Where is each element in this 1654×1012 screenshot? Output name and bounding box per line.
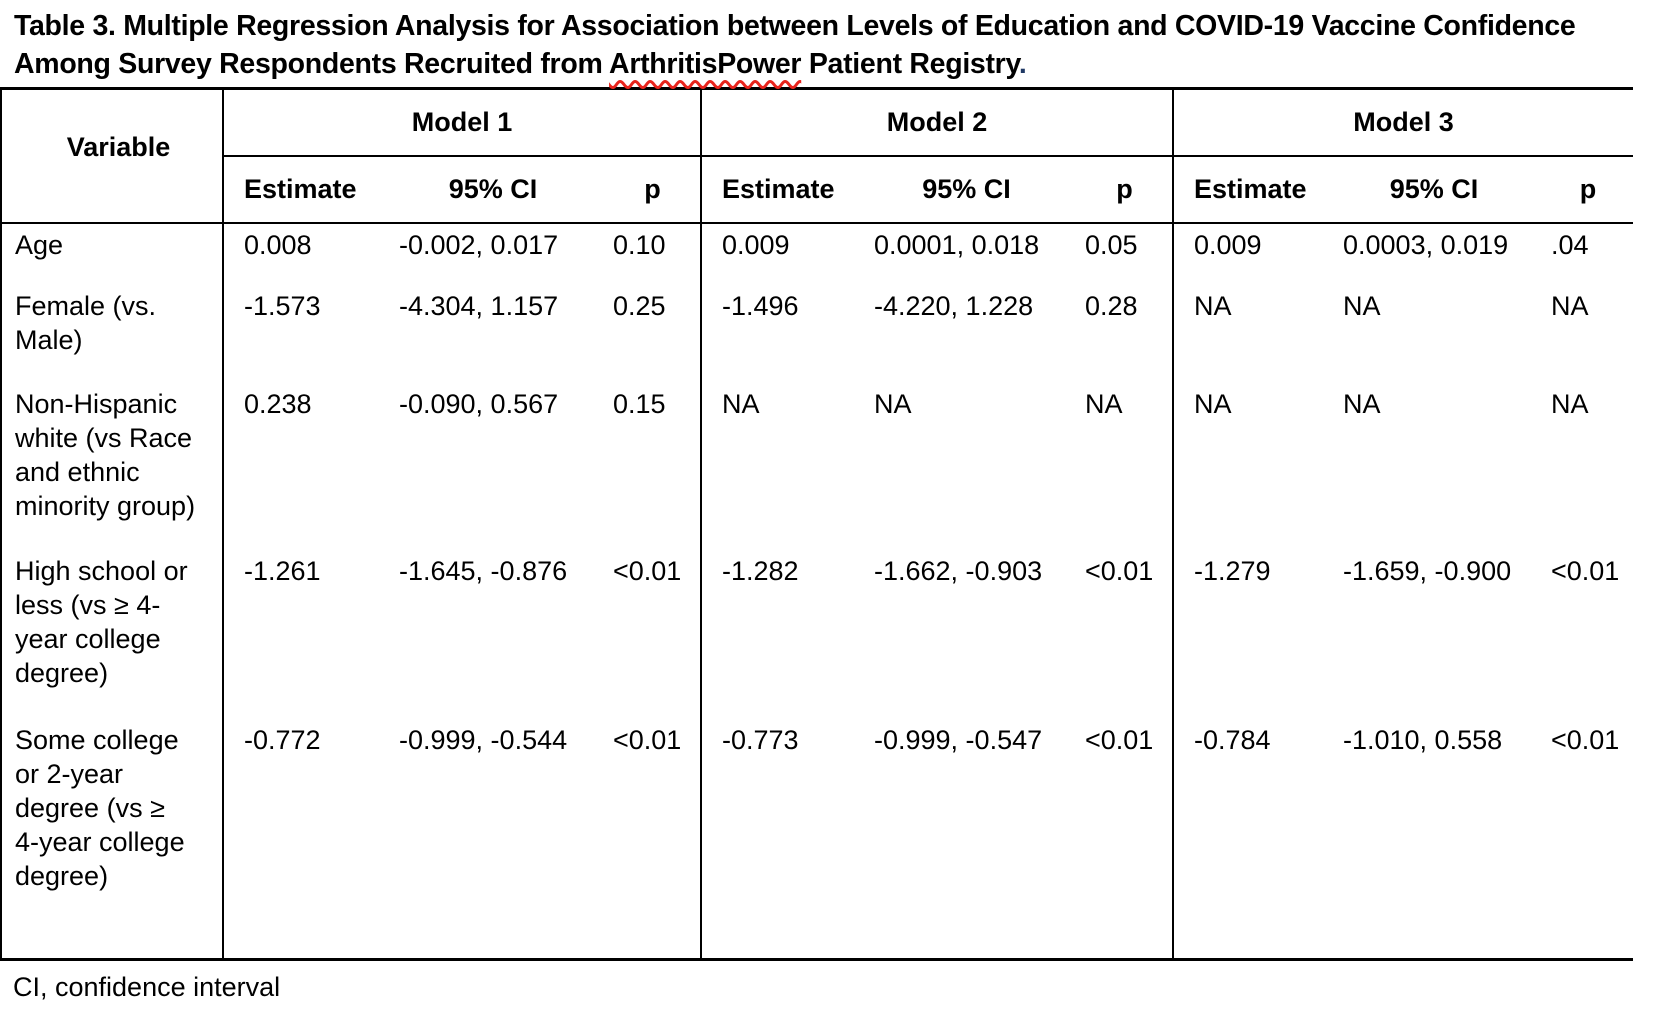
m1-p: 0.25 xyxy=(613,290,666,321)
m2-estimate: -0.773 xyxy=(700,718,856,960)
model2-p-header: p xyxy=(1077,155,1173,224)
model1-ci-header: 95% CI xyxy=(381,155,605,224)
model1-estimate-header: Estimate xyxy=(222,155,381,224)
m1-ci: -0.999, -0.544 xyxy=(399,724,568,755)
m1-p: <0.01 xyxy=(613,555,682,586)
model2-estimate-header: Estimate xyxy=(700,155,856,224)
row-variable: High school or less (vs ≥ 4-year college… xyxy=(15,555,188,688)
model3-header: Model 3 xyxy=(1171,88,1634,157)
table-footnote: CI, confidence interval xyxy=(13,972,281,1002)
m2-estimate: -1.282 xyxy=(700,549,856,719)
m1-p: <0.01 xyxy=(613,724,682,755)
m1-ci: -0.090, 0.567 xyxy=(399,388,559,419)
m1-ci: -4.304, 1.157 xyxy=(399,290,559,321)
table-title-line1: Table 3. Multiple Regression Analysis fo… xyxy=(14,7,1654,45)
m2-ci: 0.0001, 0.018 xyxy=(874,229,1040,260)
m3-ci: -1.010, 0.558 xyxy=(1343,724,1503,755)
variable-column-header: Variable xyxy=(1,88,223,224)
m3-ci: NA xyxy=(1343,388,1381,419)
table-row: High school or less (vs ≥ 4-year college… xyxy=(1,549,1633,719)
m3-estimate: NA xyxy=(1172,382,1325,550)
row-variable: Non-Hispanic white (vs Race and ethnic m… xyxy=(15,388,196,521)
model2-header: Model 2 xyxy=(700,88,1173,157)
m2-ci: -4.220, 1.228 xyxy=(874,290,1034,321)
m1-p: 0.15 xyxy=(613,388,666,419)
m3-p: .04 xyxy=(1551,229,1589,260)
m2-estimate: -1.496 xyxy=(700,284,856,383)
table-title-line1-text: Table 3. Multiple Regression Analysis fo… xyxy=(14,10,1576,42)
m1-ci: -0.002, 0.017 xyxy=(399,229,559,260)
table-title-line2: Among Survey Respondents Recruited from … xyxy=(14,45,1654,83)
table-row: Age 0.008 -0.002, 0.017 0.10 0.009 0.000… xyxy=(1,222,1633,285)
m3-estimate: NA xyxy=(1172,284,1325,383)
model2-ci-header: 95% CI xyxy=(856,155,1077,224)
m3-ci: -1.659, -0.900 xyxy=(1343,555,1512,586)
m3-ci: NA xyxy=(1343,290,1381,321)
row-variable: Female (vs. Male) xyxy=(15,290,157,355)
model-header-row: Variable Model 1 Model 2 Model 3 xyxy=(1,88,1634,224)
m1-estimate: -1.261 xyxy=(222,549,381,719)
table-row: Non-Hispanic white (vs Race and ethnic m… xyxy=(1,382,1633,550)
table-row: Female (vs. Male) -1.573 -4.304, 1.157 0… xyxy=(1,284,1633,383)
m2-estimate: 0.009 xyxy=(700,222,856,285)
m1-estimate: 0.008 xyxy=(222,222,381,285)
model3-p-header: p xyxy=(1543,155,1634,224)
spellcheck-underlined-word: ArthritisPower xyxy=(609,48,802,80)
m3-p: <0.01 xyxy=(1551,555,1620,586)
row-variable: Some college or 2-year degree (vs ≥ 4-ye… xyxy=(15,724,185,891)
m1-estimate: -1.573 xyxy=(222,284,381,383)
m2-ci: -0.999, -0.547 xyxy=(874,724,1043,755)
model1-header: Model 1 xyxy=(222,88,701,157)
m2-p: 0.28 xyxy=(1085,290,1138,321)
m2-p: 0.05 xyxy=(1085,229,1138,260)
m2-ci: NA xyxy=(874,388,912,419)
m1-p: 0.10 xyxy=(613,229,666,260)
table-row: Some college or 2-year degree (vs ≥ 4-ye… xyxy=(1,718,1633,960)
table-title: Table 3. Multiple Regression Analysis fo… xyxy=(0,0,1654,83)
m2-p: <0.01 xyxy=(1085,555,1154,586)
row-variable: Age xyxy=(15,229,64,260)
m3-estimate: -1.279 xyxy=(1172,549,1325,719)
m1-estimate: 0.238 xyxy=(222,382,381,550)
m2-p: NA xyxy=(1085,388,1123,419)
m3-estimate: 0.009 xyxy=(1172,222,1325,285)
m1-ci: -1.645, -0.876 xyxy=(399,555,568,586)
m2-estimate: NA xyxy=(700,382,856,550)
m3-p: NA xyxy=(1551,388,1589,419)
table-title-line2-prefix: Among Survey Respondents Recruited from xyxy=(14,48,610,80)
m3-ci: 0.0003, 0.019 xyxy=(1343,229,1509,260)
regression-table: Variable Model 1 Model 2 Model 3 Estimat… xyxy=(0,87,1634,961)
m2-ci: -1.662, -0.903 xyxy=(874,555,1043,586)
m3-p: NA xyxy=(1551,290,1589,321)
m3-p: <0.01 xyxy=(1551,724,1620,755)
model3-ci-header: 95% CI xyxy=(1325,155,1543,224)
subheader-row: Estimate 95% CI p Estimate 95% CI p Esti… xyxy=(1,155,1634,224)
table-title-period: . xyxy=(1018,48,1027,80)
model1-p-header: p xyxy=(605,155,701,224)
table-title-line2-suffix: Patient Registry xyxy=(801,48,1019,80)
model3-estimate-header: Estimate xyxy=(1172,155,1325,224)
m2-p: <0.01 xyxy=(1085,724,1154,755)
m3-estimate: -0.784 xyxy=(1172,718,1325,960)
m1-estimate: -0.772 xyxy=(222,718,381,960)
